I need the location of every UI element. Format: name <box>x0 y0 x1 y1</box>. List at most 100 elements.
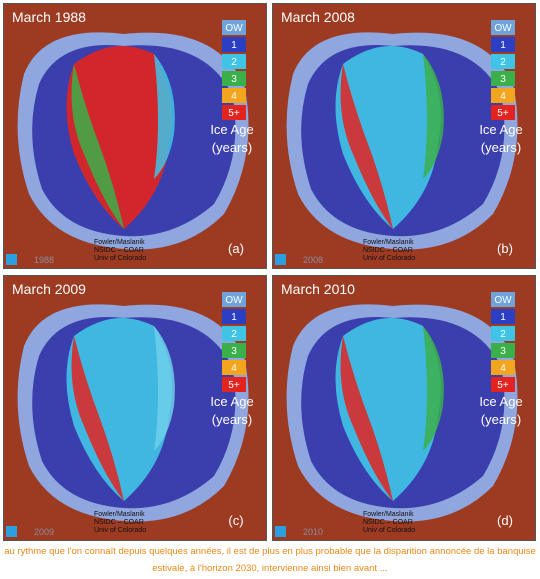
legend-label: 1 <box>231 312 237 323</box>
corner-box <box>6 526 17 537</box>
legend-swatch <box>491 292 515 307</box>
legend-label: 2 <box>231 329 237 340</box>
legend-swatch <box>222 377 246 392</box>
map: March 2009 OW 1 2 3 4 5+ Ice Age (years) Fowler/M… <box>4 276 266 540</box>
legend-label: OW <box>225 295 243 306</box>
legend-label: 1 <box>500 40 506 51</box>
year-mark: 2010 <box>303 527 323 537</box>
legend-unit: (years) <box>212 412 252 427</box>
credit: Univ of Colorado <box>94 527 146 534</box>
legend-swatch <box>491 343 515 358</box>
legend-unit: (years) <box>481 412 521 427</box>
legend-unit: (years) <box>481 140 521 155</box>
map-panel: March 2010 OW 1 2 3 4 5+ Ice Age (years) Fowler/M… <box>272 275 536 541</box>
legend-swatch <box>222 71 246 86</box>
year-mark: 2009 <box>34 527 54 537</box>
panel-title: March 2010 <box>281 281 355 297</box>
legend-swatch <box>491 326 515 341</box>
legend-label: 5+ <box>497 108 509 119</box>
map: March 2010 OW 1 2 3 4 5+ Ice Age (years) Fowler/M… <box>273 276 535 540</box>
legend-label: 4 <box>231 363 237 374</box>
legend-swatch <box>491 54 515 69</box>
panel-label: (b) <box>497 241 513 256</box>
legend-swatch <box>491 360 515 375</box>
map-panel: March 2009 OW 1 2 3 4 5+ Ice Age (years) Fowler/M… <box>3 275 267 541</box>
legend-heading: Ice Age <box>479 122 522 137</box>
ice-side <box>423 54 444 179</box>
ice-side <box>423 326 444 451</box>
credit: Univ of Colorado <box>363 255 415 262</box>
year-mark: 2008 <box>303 255 323 265</box>
legend-swatch <box>491 71 515 86</box>
legend-swatch <box>222 292 246 307</box>
panel-label: (a) <box>228 241 244 256</box>
legend-label: 2 <box>231 57 237 68</box>
ice-main <box>66 46 172 229</box>
legend-label: OW <box>494 295 512 306</box>
ice-main <box>335 46 441 229</box>
legend-heading: Ice Age <box>479 394 522 409</box>
panel-title: March 2009 <box>12 281 86 297</box>
caption: au rythme que l'on connaît depuis quelqu… <box>4 546 536 574</box>
ice-edge <box>340 336 393 501</box>
map: March 1988 OW 1 2 3 4 5+ Ice Age (years) Fowler/M… <box>4 4 266 268</box>
legend-swatch <box>491 309 515 324</box>
legend-label: 2 <box>500 329 506 340</box>
map-panel: March 1988 OW 1 2 3 4 5+ Ice Age (years) Fowler/M… <box>3 3 267 269</box>
credit: Fowler/Maslanik <box>363 239 414 246</box>
map: March 2008 OW 1 2 3 4 5+ Ice Age (years) Fowler/M… <box>273 4 535 268</box>
corner-box <box>275 526 286 537</box>
legend-label: OW <box>225 23 243 34</box>
legend-label: 5+ <box>228 108 240 119</box>
legend-swatch <box>222 343 246 358</box>
ice-edge <box>71 336 124 501</box>
legend-heading: Ice Age <box>210 122 253 137</box>
legend-label: 3 <box>500 74 506 85</box>
panel-label: (c) <box>228 513 243 528</box>
credit: Fowler/Maslanik <box>94 511 145 518</box>
credit: Univ of Colorado <box>363 527 415 534</box>
ice-edge <box>71 64 124 229</box>
credit: NSIDC – COAR <box>363 519 413 526</box>
legend-swatch <box>222 37 246 52</box>
ice-side <box>154 326 175 451</box>
map-panel: March 2008 OW 1 2 3 4 5+ Ice Age (years) Fowler/M… <box>272 3 536 269</box>
legend-unit: (years) <box>212 140 252 155</box>
legend-label: 1 <box>500 312 506 323</box>
ice-main <box>335 318 441 501</box>
legend-swatch <box>491 377 515 392</box>
legend-heading: Ice Age <box>210 394 253 409</box>
legend-label: 3 <box>500 346 506 357</box>
credit: Univ of Colorado <box>94 255 146 262</box>
legend-label: 4 <box>231 91 237 102</box>
year-mark: 1988 <box>34 255 54 265</box>
legend-label: 5+ <box>497 380 509 391</box>
credit: NSIDC – COAR <box>363 247 413 254</box>
legend-swatch <box>222 360 246 375</box>
legend-swatch <box>491 37 515 52</box>
ice-main <box>66 318 172 501</box>
legend-label: 2 <box>500 57 506 68</box>
legend-label: 1 <box>231 40 237 51</box>
legend-swatch <box>222 326 246 341</box>
legend-swatch <box>491 88 515 103</box>
legend-swatch <box>491 105 515 120</box>
legend-label: 4 <box>500 91 506 102</box>
panel-title: March 2008 <box>281 9 355 25</box>
legend-label: OW <box>494 23 512 34</box>
legend-label: 5+ <box>228 380 240 391</box>
legend-swatch <box>222 20 246 35</box>
legend-label: 4 <box>500 363 506 374</box>
legend-label: 3 <box>231 346 237 357</box>
ice-edge <box>340 64 393 229</box>
panel-title: March 1988 <box>12 9 86 25</box>
legend-swatch <box>222 309 246 324</box>
ice-side <box>154 54 175 179</box>
legend-swatch <box>222 54 246 69</box>
credit: Fowler/Maslanik <box>94 239 145 246</box>
legend-swatch <box>491 20 515 35</box>
legend-label: 3 <box>231 74 237 85</box>
credit: Fowler/Maslanik <box>363 511 414 518</box>
legend-swatch <box>222 105 246 120</box>
